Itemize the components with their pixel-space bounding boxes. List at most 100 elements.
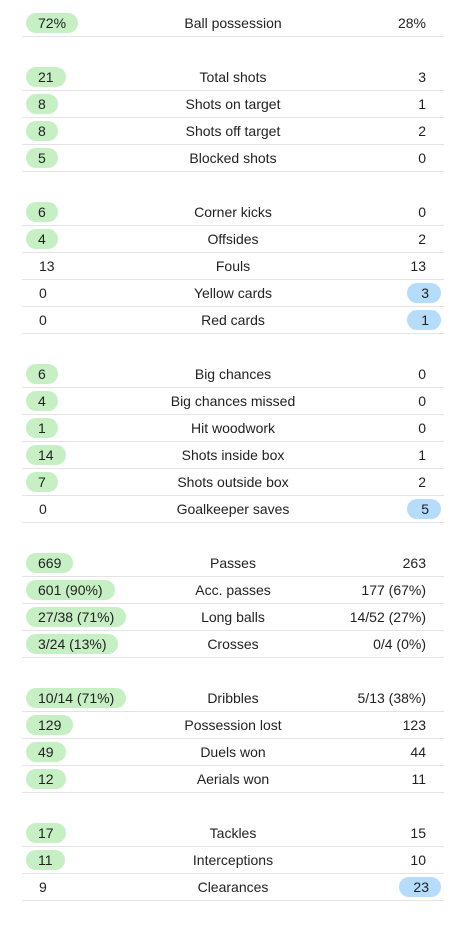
away-value: 0: [418, 420, 426, 436]
away-value: 14/52 (27%): [349, 609, 426, 625]
stat-row: 8 Shots off target 2: [22, 118, 444, 145]
home-value: 7: [26, 472, 58, 492]
stat-row: 0 Red cards 1: [22, 307, 444, 334]
stat-row: 601 (90%) Acc. passes 177 (67%): [22, 577, 444, 604]
stat-label: Corner kicks: [194, 204, 272, 220]
home-value: 21: [26, 67, 66, 87]
away-value: 2: [418, 474, 426, 490]
stat-label: Hit woodwork: [190, 420, 276, 436]
stat-row: 0 Goalkeeper saves 5: [22, 496, 444, 523]
stat-row: 21 Total shots 3: [22, 64, 444, 91]
away-value: 263: [402, 555, 426, 571]
home-value: 6: [26, 202, 58, 222]
match-statistics: 72% Ball possession 28% 21 Total shots 3 8 Shot…: [22, 10, 444, 928]
home-value: 9: [39, 879, 47, 895]
home-value: 8: [26, 121, 58, 141]
home-value: 72%: [26, 13, 79, 33]
home-value: 669: [26, 553, 74, 573]
away-value: 0/4 (0%): [373, 636, 426, 652]
stat-row: 27/38 (71%) Long balls 14/52 (27%): [22, 604, 444, 631]
home-value: 6: [26, 364, 58, 384]
away-value: 5: [407, 499, 441, 519]
stat-label: Goalkeeper saves: [176, 501, 290, 517]
away-value: 0: [418, 393, 426, 409]
home-value: 8: [26, 94, 58, 114]
away-value: 15: [410, 825, 426, 841]
stat-row: 12 Aerials won 11: [22, 766, 444, 793]
stat-row: 13 Fouls 13: [22, 253, 444, 280]
stat-label: Passes: [210, 555, 256, 571]
stat-label: Duels won: [200, 744, 266, 760]
stat-row: 7 Shots outside box 2: [22, 469, 444, 496]
stat-group: 669 Passes 263 601 (90%) Acc. passes 177 (67%…: [22, 550, 444, 658]
home-value: 0: [39, 312, 47, 328]
stat-group: 17 Tackles 15 11 Interceptions 10 9 Clearances 2…: [22, 820, 444, 901]
stat-label: Yellow cards: [193, 285, 273, 301]
stat-group: 72% Ball possession 28%: [22, 10, 444, 37]
stat-label: Interceptions: [192, 852, 274, 868]
away-value: 3: [407, 283, 441, 303]
stat-row: 4 Offsides 2: [22, 226, 444, 253]
stat-row: 11 Interceptions 10: [22, 847, 444, 874]
home-value: 4: [26, 391, 58, 411]
stat-row: 669 Passes 263: [22, 550, 444, 577]
stat-label: Offsides: [207, 231, 259, 247]
stat-label: Fouls: [215, 258, 251, 274]
home-value: 12: [26, 769, 66, 789]
stat-row: 10/14 (71%) Dribbles 5/13 (38%): [22, 685, 444, 712]
stat-label: Total shots: [199, 69, 267, 85]
stat-label: Shots off target: [185, 123, 281, 139]
stat-row: 17 Tackles 15: [22, 820, 444, 847]
stat-group: 6 Big chances 0 4 Big chances missed 0 1 Hit wo…: [22, 361, 444, 523]
stat-group: 10/14 (71%) Dribbles 5/13 (38%) 129 Possessi…: [22, 685, 444, 793]
stat-row: 9 Clearances 23: [22, 874, 444, 901]
stat-label: Big chances: [194, 366, 272, 382]
away-value: 2: [418, 231, 426, 247]
away-value: 3: [418, 69, 426, 85]
stat-row: 49 Duels won 44: [22, 739, 444, 766]
stat-label: Shots outside box: [177, 474, 289, 490]
away-value: 177 (67%): [361, 582, 426, 598]
home-value: 10/14 (71%): [26, 688, 127, 708]
away-value: 0: [418, 150, 426, 166]
stat-label: Ball possession: [184, 15, 282, 31]
stat-row: 3/24 (13%) Crosses 0/4 (0%): [22, 631, 444, 658]
stat-label: Red cards: [201, 312, 265, 328]
away-value: 5/13 (38%): [357, 690, 426, 706]
stat-label: Tackles: [209, 825, 257, 841]
stat-label: Blocked shots: [189, 150, 277, 166]
away-value: 1: [407, 310, 441, 330]
home-value: 14: [26, 445, 66, 465]
stat-row: 6 Corner kicks 0: [22, 199, 444, 226]
stat-row: 6 Big chances 0: [22, 361, 444, 388]
home-value: 601 (90%): [26, 580, 115, 600]
stat-label: Aerials won: [196, 771, 270, 787]
away-value: 13: [410, 258, 426, 274]
away-value: 0: [418, 204, 426, 220]
stat-row: 72% Ball possession 28%: [22, 10, 444, 37]
away-value: 11: [411, 771, 426, 787]
away-value: 2: [418, 123, 426, 139]
away-value: 10: [410, 852, 426, 868]
stat-row: 14 Shots inside box 1: [22, 442, 444, 469]
home-value: 4: [26, 229, 58, 249]
away-value: 0: [418, 366, 426, 382]
away-value: 123: [402, 717, 426, 733]
stat-group: 21 Total shots 3 8 Shots on target 1 8 Shots of…: [22, 64, 444, 172]
stat-group: 6 Corner kicks 0 4 Offsides 2 13 Fouls 13 0 Yellow…: [22, 199, 444, 334]
stat-row: 8 Shots on target 1: [22, 91, 444, 118]
home-value: 5: [26, 148, 58, 168]
home-value: 0: [39, 285, 47, 301]
stat-label: Clearances: [197, 879, 269, 895]
home-value: 27/38 (71%): [26, 607, 127, 627]
home-value: 0: [39, 501, 47, 517]
stat-row: 1 Hit woodwork 0: [22, 415, 444, 442]
stat-label: Possession lost: [184, 717, 282, 733]
away-value: 44: [410, 744, 426, 760]
home-value: 3/24 (13%): [26, 634, 119, 654]
away-value: 28%: [397, 15, 426, 31]
away-value: 23: [399, 877, 441, 897]
home-value: 1: [26, 418, 58, 438]
stat-row: 5 Blocked shots 0: [22, 145, 444, 172]
stat-label: Big chances missed: [170, 393, 296, 409]
